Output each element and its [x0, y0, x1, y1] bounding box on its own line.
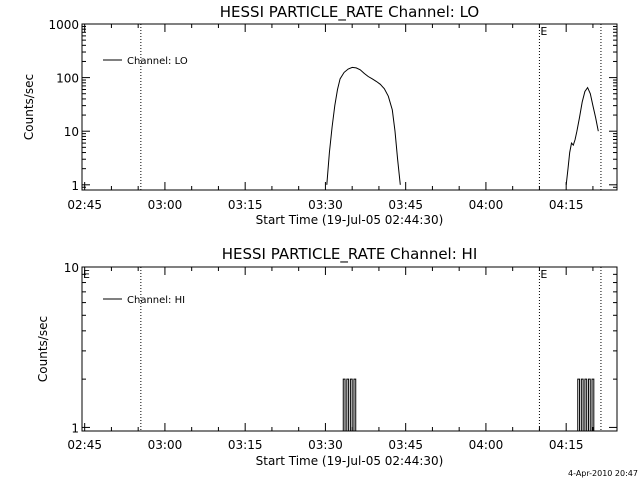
- x-tick-label: 03:15: [228, 438, 263, 452]
- y-tick-label: 1: [71, 421, 79, 435]
- series-spike-hi: [577, 378, 581, 431]
- legend-entry: Channel: LO: [127, 56, 188, 67]
- chart-title: HESSI PARTICLE_RATE Channel: LO: [220, 3, 479, 22]
- hi-channel-chart: HESSI PARTICLE_RATE Channel: HI Start Tim…: [36, 245, 618, 468]
- plot-frame: [81, 266, 618, 432]
- x-tick-label: 03:45: [388, 438, 423, 452]
- event-marker-label: E: [540, 25, 547, 38]
- lo-channel-chart: HESSI PARTICLE_RATE Channel: LO Start Tim…: [22, 3, 618, 227]
- series-spike-hi: [587, 378, 591, 431]
- x-tick-label: 03:15: [228, 198, 263, 212]
- x-tick-label: 03:30: [308, 198, 343, 212]
- x-tick-label: 03:30: [308, 438, 343, 452]
- x-tick-label: 04:15: [549, 198, 584, 212]
- x-tick-label: 03:45: [388, 198, 423, 212]
- x-tick-label: 03:00: [148, 438, 183, 452]
- x-axis-label: Start Time (19-Jul-05 02:44:30): [256, 213, 444, 227]
- event-marker-label: E: [540, 268, 547, 281]
- x-axis-label: Start Time (19-Jul-05 02:44:30): [256, 454, 444, 468]
- event-marker-label: E: [83, 268, 90, 281]
- series-spike-hi: [584, 378, 588, 431]
- series-spike-hi: [342, 378, 346, 431]
- series-line-lo: [326, 66, 401, 185]
- x-tick-label: 03:00: [148, 198, 183, 212]
- x-tick-label: 02:45: [67, 438, 102, 452]
- y-tick-label: 1000: [48, 18, 79, 32]
- series-spike-hi: [591, 378, 595, 431]
- series-spike-hi: [346, 378, 350, 431]
- x-tick-label: 04:00: [469, 198, 504, 212]
- x-tick-label: 04:00: [469, 438, 504, 452]
- y-tick-label: 10: [64, 261, 79, 275]
- x-tick-label: 02:45: [67, 198, 102, 212]
- y-tick-label: 100: [56, 72, 79, 86]
- y-tick-label: 1: [71, 179, 79, 193]
- y-axis-label: Counts/sec: [22, 74, 36, 140]
- y-axis-label: Counts/sec: [36, 316, 50, 382]
- x-tick-label: 04:15: [549, 438, 584, 452]
- legend-entry: Channel: HI: [127, 295, 185, 306]
- plot-timestamp: 4-Apr-2010 20:47: [568, 469, 638, 478]
- series-line-lo: [565, 86, 599, 185]
- series-spike-hi: [349, 378, 353, 431]
- series-spike-hi: [353, 378, 357, 431]
- chart-title: HESSI PARTICLE_RATE Channel: HI: [222, 245, 478, 264]
- plot-frame: [81, 23, 618, 191]
- y-tick-label: 10: [64, 125, 79, 139]
- series-spike-hi: [580, 378, 584, 431]
